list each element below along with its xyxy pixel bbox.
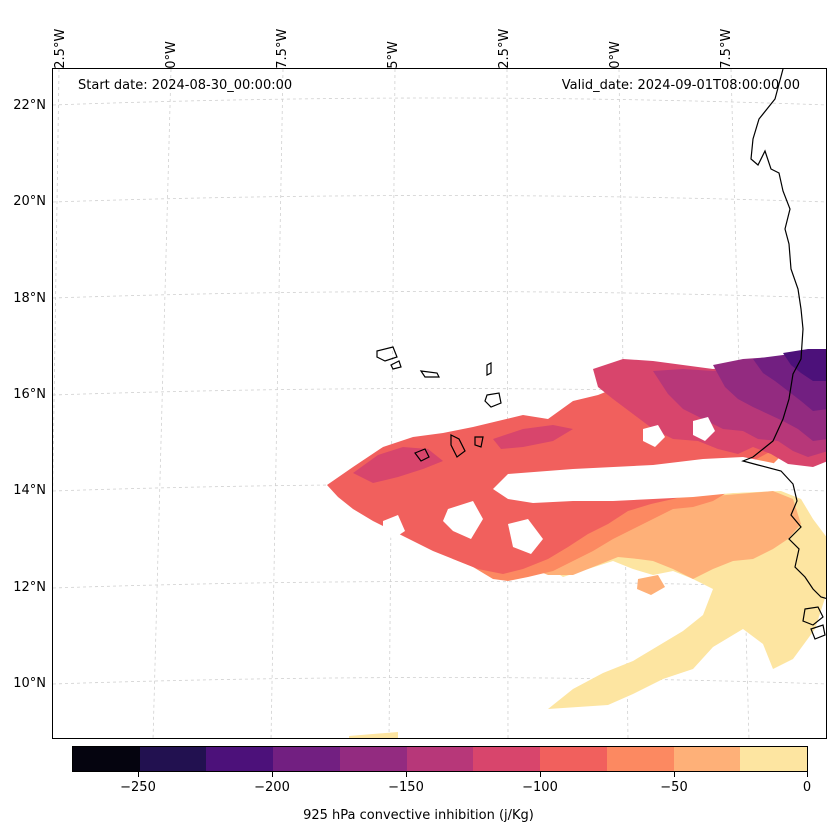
colorbar-swatch [139,747,207,771]
cin-undefined-region [643,425,665,447]
colorbar-tick-label: −150 [388,780,424,795]
colorbar-swatch [540,747,607,771]
cin-undefined-region [493,457,795,503]
coastlines [376,69,826,640]
colorbar-tick-label: 0 [802,780,812,795]
cape-verde-maio [474,436,484,448]
cin-contour-level [493,425,573,449]
lat-label: 10°N [13,676,46,691]
colorbar-swatch [206,747,274,771]
colorbar-swatch [73,747,140,771]
colorbar-tick-label: −100 [522,780,558,795]
colorbar-tick [138,772,139,777]
colorbar-title: 925 hPa convective inhibition (j/Kg) [303,808,534,823]
colorbar-tick-label: −50 [660,780,688,795]
lat-label: 16°N [13,387,46,402]
cin-undefined-region [508,519,543,554]
lat-label: 12°N [13,580,46,595]
lat-label: 20°N [13,194,46,209]
cin-undefined-region [693,417,715,441]
colorbar-tick-label: −250 [120,780,156,795]
colorbar-tick [540,772,541,777]
valid-date-label: Valid_date: 2024-09-01T08:00:00.00 [561,78,800,93]
colorbar-swatch [673,747,741,771]
map-canvas [53,69,826,738]
cin-contour-level [353,447,443,483]
colorbar-swatch [339,747,407,771]
cin-undefined-region [383,515,405,539]
lat-label: 14°N [13,483,46,498]
cape-verde-sao-vicente [390,360,402,370]
coastal-island [810,624,826,640]
cape-verde-santo-antao [376,346,398,362]
colorbar-swatch [606,747,674,771]
cape-verde-boa-vista [484,392,502,408]
colorbar-tick [272,772,273,777]
colorbar [72,746,808,772]
colorbar-swatch [740,747,808,771]
colorbar-tick [674,772,675,777]
bijagos-islands [802,606,824,626]
cin-undefined-region [443,501,483,539]
lat-label: 22°N [13,98,46,113]
cape-verde-sao-nicolau [419,370,440,378]
start-date-label: Start date: 2024-08-30_00:00:00 [78,78,293,93]
cape-verde-santiago [450,434,466,458]
colorbar-swatch [273,747,340,771]
cin-contour-level [637,575,665,595]
cape-verde-sal [486,362,492,376]
cin-contour-fill [327,349,826,738]
colorbar-tick [807,772,808,777]
map-panel [52,68,827,739]
africa-coastline [741,69,826,600]
colorbar-swatch [473,747,541,771]
colorbar-tick [406,772,407,777]
colorbar-swatch [406,747,474,771]
cin-contour-level [349,732,398,738]
colorbar-tick-label: −200 [254,780,290,795]
cape-verde-fogo [414,448,430,462]
cin-contour-level [783,349,826,381]
lat-label: 18°N [13,291,46,306]
